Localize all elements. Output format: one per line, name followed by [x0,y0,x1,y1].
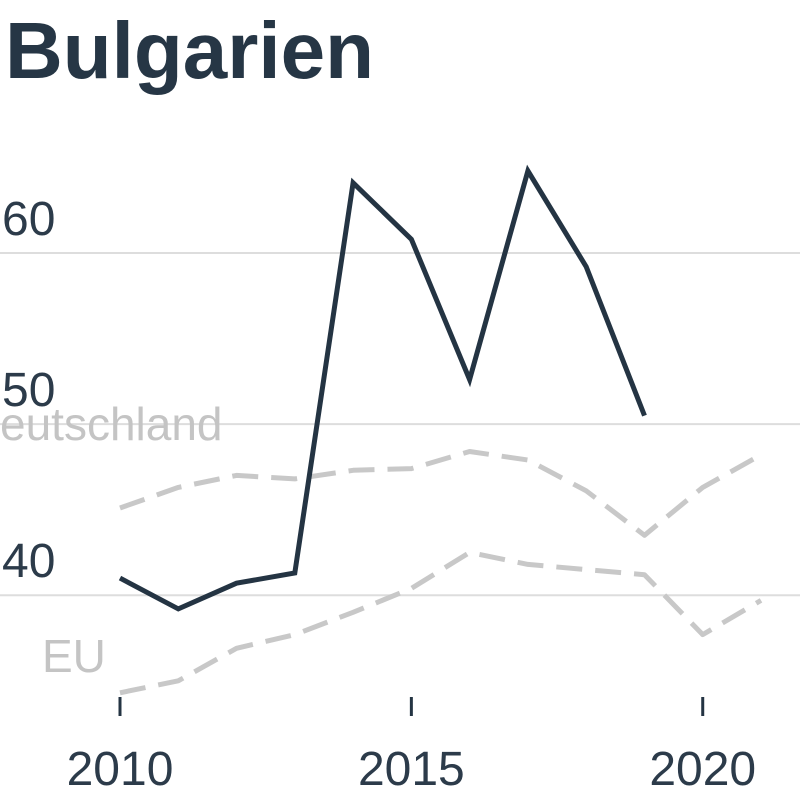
series-line-0 [118,164,647,612]
series-lines [118,164,763,696]
y-tick-label: 50 [2,364,55,417]
series-label: eutschland [0,398,223,450]
y-tick-label: 40 [2,535,55,588]
series-line-1 [119,449,763,538]
y-axis: 40 50 60 [2,193,55,588]
chart-title: Bulgarien [5,6,374,95]
x-tick-label: 2010 [67,743,174,796]
y-tick-label: 60 [2,193,55,246]
series-label: EU [42,630,106,682]
series-labels: eutschland EU [0,398,223,682]
x-tick-label: 2015 [358,743,465,796]
series-line-2 [119,549,763,696]
x-tick-label: 2020 [649,743,756,796]
x-axis: 2010 2015 2020 [67,697,756,796]
